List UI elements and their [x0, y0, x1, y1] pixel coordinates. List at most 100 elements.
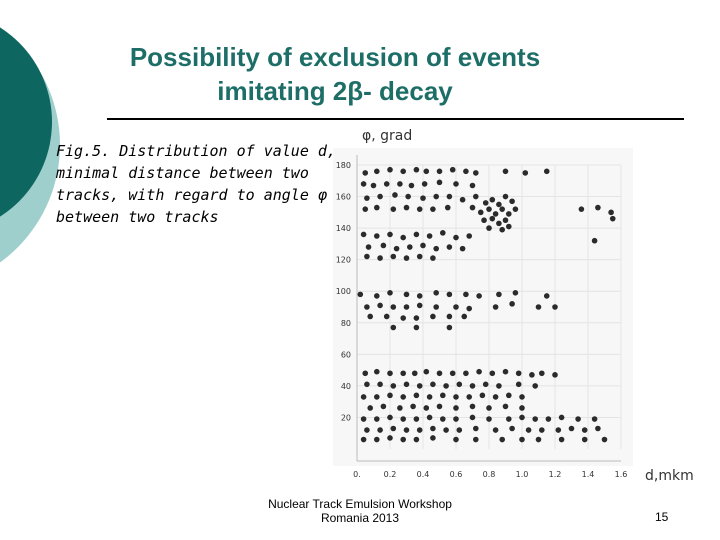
data-point	[446, 324, 453, 331]
data-point	[469, 383, 476, 389]
data-point	[387, 166, 393, 173]
slide-title-line-2: imitating 2β- decay	[217, 76, 453, 106]
x-tick-label: 0.6	[450, 470, 463, 479]
data-point	[390, 324, 397, 331]
data-point	[364, 195, 370, 201]
data-point	[459, 196, 466, 203]
data-point	[499, 226, 506, 233]
y-tick-label: 60	[341, 350, 351, 359]
data-point	[466, 305, 473, 312]
y-tick-label: 160	[336, 193, 351, 202]
data-point	[481, 217, 487, 224]
y-tick-label: 40	[341, 382, 351, 391]
y-tick-label: 120	[336, 256, 351, 265]
data-point	[595, 425, 601, 432]
data-point	[519, 414, 525, 421]
data-point	[377, 381, 383, 388]
data-point	[430, 381, 436, 388]
data-point	[360, 416, 367, 422]
data-point	[552, 304, 558, 310]
data-point	[392, 192, 398, 198]
data-point	[539, 370, 545, 377]
data-point	[581, 427, 588, 433]
data-point	[532, 383, 538, 389]
data-point	[519, 394, 525, 400]
plot-points	[357, 166, 616, 443]
data-point	[469, 182, 476, 189]
data-point	[374, 204, 380, 211]
plot-scan-background	[333, 148, 633, 466]
data-point	[405, 193, 411, 200]
data-point	[473, 193, 479, 200]
data-point	[479, 392, 486, 399]
data-point	[446, 193, 453, 200]
data-point	[476, 293, 482, 299]
data-point	[469, 403, 476, 410]
data-point	[374, 233, 380, 239]
data-point	[413, 166, 420, 173]
data-point	[411, 370, 418, 377]
data-point	[364, 427, 370, 433]
data-point	[390, 425, 397, 432]
data-point	[555, 427, 562, 433]
data-point	[552, 372, 558, 378]
data-point	[469, 414, 476, 421]
data-point	[502, 368, 509, 375]
data-point	[413, 231, 420, 238]
data-point	[400, 394, 407, 400]
data-point	[463, 291, 469, 298]
y-tick-label: 80	[341, 319, 351, 328]
data-point	[558, 414, 565, 421]
data-point	[362, 206, 369, 212]
data-point	[443, 383, 449, 389]
data-point	[543, 168, 550, 175]
data-point	[400, 168, 407, 175]
data-point	[420, 195, 426, 201]
data-point	[522, 170, 529, 176]
data-point	[413, 392, 420, 399]
data-point	[426, 414, 433, 421]
data-point	[430, 313, 436, 320]
caption-line-2: minimal distance between two	[56, 164, 309, 182]
data-point	[453, 304, 459, 310]
data-point	[496, 291, 502, 298]
data-point	[609, 215, 616, 222]
data-point	[413, 436, 420, 443]
data-point	[506, 416, 512, 422]
data-point	[377, 302, 383, 309]
data-point	[486, 416, 492, 422]
slide-title: Possibility of exclusion of events imita…	[70, 40, 600, 108]
data-point	[443, 427, 449, 433]
data-point	[430, 255, 436, 261]
data-point	[512, 206, 519, 212]
data-point	[390, 253, 397, 260]
data-point	[421, 181, 428, 187]
data-point	[390, 304, 397, 310]
data-point	[489, 370, 496, 377]
data-point	[482, 381, 489, 388]
data-point	[416, 253, 423, 260]
data-point	[539, 427, 545, 433]
data-point	[403, 291, 410, 298]
data-point	[506, 392, 512, 399]
data-point	[370, 182, 377, 189]
data-point	[360, 436, 367, 443]
data-point	[408, 182, 415, 189]
data-point	[486, 206, 492, 212]
data-point	[377, 255, 383, 261]
data-point	[416, 293, 423, 299]
data-point	[400, 315, 407, 321]
data-point	[446, 291, 453, 298]
data-point	[403, 255, 410, 261]
data-point	[461, 313, 468, 320]
title-divider	[107, 118, 684, 120]
data-point	[499, 206, 506, 212]
data-point	[525, 427, 532, 433]
data-point	[515, 370, 522, 377]
data-point	[380, 242, 387, 249]
data-point	[403, 304, 410, 310]
data-point	[390, 383, 397, 389]
data-point	[578, 206, 585, 212]
data-point	[499, 436, 506, 443]
